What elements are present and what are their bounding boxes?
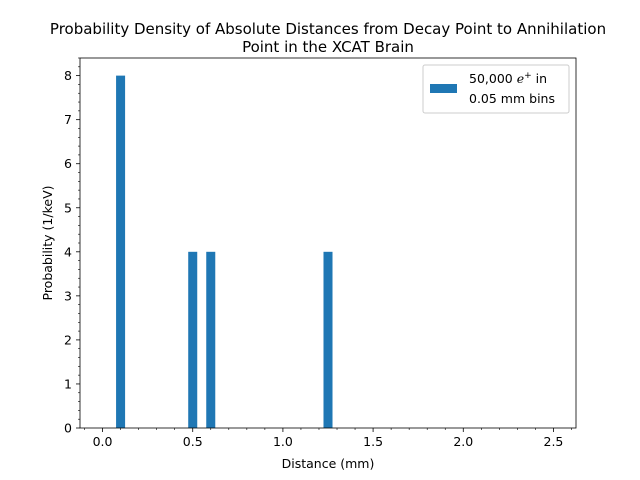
legend-math-e: e <box>517 71 524 86</box>
y-tick-label-0: 0 <box>64 421 72 436</box>
x-axis-ticks: 0.0 0.5 1.0 1.5 2.0 2.5 <box>84 428 572 449</box>
chart-title-line-2: Point in the XCAT Brain <box>242 38 414 56</box>
chart-title-line-1: Probability Density of Absolute Distance… <box>50 20 606 38</box>
bar-group <box>116 75 333 429</box>
x-tick-label-1: 0.5 <box>183 434 203 449</box>
y-tick-label-1: 1 <box>64 376 72 391</box>
legend-line-1-prefix: 50,000 <box>469 71 517 86</box>
x-tick-label-2: 1.0 <box>273 434 293 449</box>
x-tick-label-0: 0.0 <box>93 434 113 449</box>
y-tick-label-7: 7 <box>64 112 72 127</box>
x-tick-label-4: 2.0 <box>453 434 473 449</box>
legend-line-1: 50,000 e+ in <box>469 71 547 86</box>
legend-frame <box>422 64 570 114</box>
legend-math-plus: + <box>524 71 532 81</box>
legend-swatch <box>430 84 457 93</box>
y-tick-label-3: 3 <box>64 288 72 303</box>
legend-line-2: 0.05 mm bins <box>469 91 555 106</box>
x-tick-label-5: 2.5 <box>544 434 564 449</box>
y-axis-ticks: 0 1 2 3 4 5 6 7 8 <box>64 57 80 436</box>
legend: 50,000 e+ in 0.05 mm bins <box>422 64 570 114</box>
bar-2 <box>206 251 216 428</box>
plot-frame <box>79 57 577 429</box>
y-axis-label: Probability (1/keV) <box>40 185 55 300</box>
x-tick-label-3: 1.5 <box>363 434 383 449</box>
legend-line-1-suffix: in <box>532 71 547 86</box>
y-tick-label-4: 4 <box>64 244 72 259</box>
y-tick-label-5: 5 <box>64 200 72 215</box>
x-axis-label: Distance (mm) <box>282 456 375 471</box>
bar-3 <box>323 251 333 428</box>
y-tick-label-8: 8 <box>64 68 72 83</box>
bar-0 <box>116 75 126 429</box>
bar-1 <box>188 251 198 428</box>
y-tick-label-6: 6 <box>64 156 72 171</box>
y-tick-label-2: 2 <box>64 332 72 347</box>
